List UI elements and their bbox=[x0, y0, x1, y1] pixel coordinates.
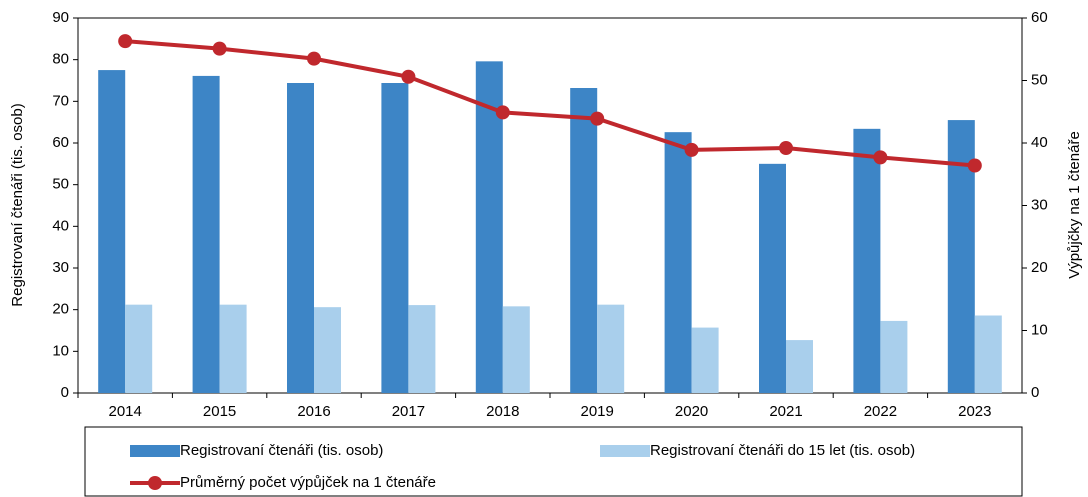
bar bbox=[287, 83, 314, 393]
x-tick-label: 2015 bbox=[203, 403, 236, 420]
bar bbox=[219, 304, 247, 393]
bar bbox=[408, 305, 436, 393]
legend-label: Registrovaní čtenáři do 15 let (tis. oso… bbox=[650, 442, 915, 459]
line-marker bbox=[212, 41, 227, 56]
bar bbox=[786, 340, 813, 393]
bar bbox=[880, 320, 908, 393]
x-tick-label: 2021 bbox=[769, 403, 802, 420]
legend-frame bbox=[84, 426, 1023, 497]
y2-tick-label: 0 bbox=[1031, 384, 1039, 401]
y-tick-label: 50 bbox=[52, 176, 69, 193]
bar bbox=[502, 306, 530, 393]
bar bbox=[759, 163, 786, 393]
line bbox=[125, 39, 975, 168]
line-marker bbox=[684, 142, 699, 157]
y-tick-label: 80 bbox=[52, 51, 69, 68]
line-marker bbox=[779, 141, 793, 155]
y-tick-label: 10 bbox=[52, 342, 69, 359]
bar bbox=[597, 304, 625, 393]
bar bbox=[853, 128, 881, 394]
legend-swatch bbox=[600, 445, 650, 457]
bar bbox=[98, 70, 126, 393]
x-tick-label: 2019 bbox=[581, 403, 614, 420]
y2-tick-label: 20 bbox=[1031, 259, 1048, 276]
y2-axis-label: Výpůjčky na 1 čtenáře bbox=[1066, 131, 1083, 279]
x-tick-label: 2014 bbox=[109, 403, 142, 420]
y-tick-label: 40 bbox=[52, 217, 69, 234]
legend-label: Registrovaní čtenáři (tis. osob) bbox=[180, 442, 383, 459]
bar bbox=[974, 315, 1002, 393]
x-tick-label: 2022 bbox=[864, 403, 897, 420]
x-tick-label: 2017 bbox=[392, 403, 425, 420]
line-marker bbox=[118, 34, 133, 49]
bar bbox=[125, 304, 153, 393]
legend-swatch bbox=[130, 445, 180, 457]
line-marker bbox=[307, 51, 321, 66]
line-marker bbox=[967, 158, 982, 173]
bar bbox=[192, 75, 220, 394]
y2-tick-label: 30 bbox=[1031, 196, 1048, 213]
line-marker bbox=[873, 150, 888, 165]
line-marker bbox=[495, 105, 510, 120]
y2-tick-label: 10 bbox=[1031, 321, 1048, 338]
y2-tick-label: 50 bbox=[1031, 71, 1048, 88]
y-axis-label: Registrovaní čtenáři (tis. osob) bbox=[9, 103, 26, 306]
legend-label: Průměrný počet výpůjček na 1 čtenáře bbox=[180, 474, 436, 491]
y2-tick-label: 60 bbox=[1031, 9, 1048, 26]
y-tick-label: 30 bbox=[52, 259, 69, 276]
bar bbox=[314, 307, 341, 393]
y-tick-label: 70 bbox=[52, 92, 69, 109]
bar bbox=[570, 88, 598, 393]
line-marker bbox=[401, 69, 416, 84]
y-tick-label: 20 bbox=[52, 301, 69, 318]
y2-tick-label: 40 bbox=[1031, 134, 1048, 151]
x-tick-label: 2016 bbox=[297, 403, 330, 420]
x-tick-label: 2020 bbox=[675, 403, 708, 420]
x-tick-label: 2023 bbox=[958, 403, 991, 420]
x-tick-label: 2018 bbox=[486, 403, 519, 420]
y-tick-label: 90 bbox=[52, 9, 69, 26]
bar bbox=[664, 132, 692, 393]
y-tick-label: 60 bbox=[52, 134, 69, 151]
y-tick-label: 0 bbox=[61, 384, 69, 401]
bar bbox=[691, 327, 719, 393]
line-marker bbox=[590, 111, 605, 126]
bar bbox=[381, 83, 409, 393]
legend-swatch-marker bbox=[148, 476, 162, 490]
